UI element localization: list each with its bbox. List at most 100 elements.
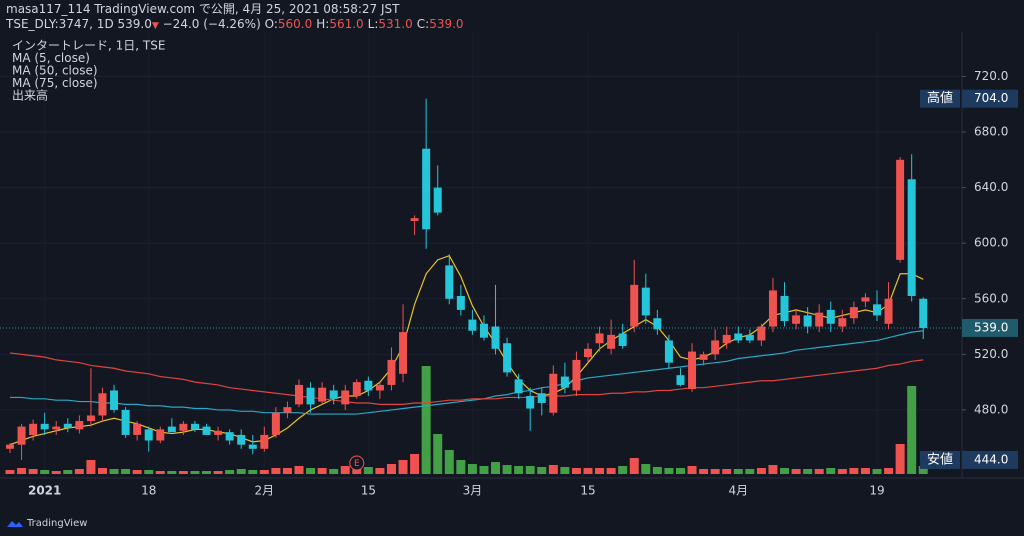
legend-entry: MA (75, close) xyxy=(12,76,98,90)
volume-bar xyxy=(548,465,558,474)
ohlc-value: 561.0 xyxy=(329,17,364,31)
volume-bar xyxy=(814,469,824,474)
candle-body xyxy=(537,393,546,403)
candle-body xyxy=(399,332,408,374)
volume-bar xyxy=(17,468,27,474)
volume-bar xyxy=(190,471,200,474)
brand: TradingView xyxy=(27,518,88,529)
symbol: TSE_DLY:3747, 1D xyxy=(6,17,114,31)
ohlc-value: 531.0 xyxy=(378,17,413,31)
volume-bar xyxy=(398,460,408,474)
candle-body xyxy=(584,348,592,358)
low-marker-value-bg xyxy=(962,450,1018,469)
ma-line xyxy=(9,254,924,446)
volume-bar xyxy=(768,465,778,474)
candle-body xyxy=(861,297,870,302)
candle-body xyxy=(722,334,731,344)
volume-bar xyxy=(225,470,235,474)
volume-bar xyxy=(560,467,570,474)
volume-bar xyxy=(202,471,212,474)
candle-body xyxy=(225,432,234,441)
candle-body xyxy=(664,340,673,363)
candle-body xyxy=(572,359,581,391)
volume-bar xyxy=(178,471,188,474)
candle-body xyxy=(75,421,84,430)
volume-bar xyxy=(884,468,894,474)
candle-body xyxy=(792,315,801,324)
volume-bar xyxy=(629,458,639,474)
arrow: ▼ xyxy=(151,21,159,31)
volume-bar xyxy=(421,366,431,474)
candle-body xyxy=(745,334,754,341)
candle-body xyxy=(63,423,72,428)
ma-line xyxy=(9,352,924,405)
candle-body xyxy=(179,423,188,431)
candle-body xyxy=(156,429,165,441)
volume-bar xyxy=(433,434,443,474)
volume-bar xyxy=(514,466,524,474)
x-tick-label: 3月 xyxy=(463,484,483,498)
legend-entry: MA (50, close) xyxy=(12,64,98,78)
volume-bar xyxy=(352,468,362,474)
low-marker-value: 444.0 xyxy=(974,452,1008,466)
candle-body xyxy=(711,340,720,355)
ohlc: O:560.0 H:561.0 L:531.0 C:539.0 xyxy=(265,17,468,31)
low-marker-label-bg xyxy=(920,450,960,469)
volume-bar xyxy=(722,469,732,474)
candle-body xyxy=(387,359,396,385)
volume-bar xyxy=(849,468,859,474)
candle-body xyxy=(873,304,881,316)
high-marker-value: 704.0 xyxy=(974,91,1008,105)
volume-bar xyxy=(329,469,339,474)
candle-body xyxy=(306,387,315,405)
candle-body xyxy=(468,319,477,331)
volume-bar xyxy=(537,467,547,474)
candle-body xyxy=(248,444,257,449)
candle-body xyxy=(433,187,442,213)
volume-bar xyxy=(699,469,709,474)
volume-bar xyxy=(410,454,420,474)
volume-bar xyxy=(456,460,466,474)
volume-bar xyxy=(595,468,605,474)
volume-bar xyxy=(74,469,84,474)
candle-body xyxy=(17,426,26,445)
volume-bar xyxy=(86,460,96,474)
candle-body xyxy=(849,307,858,319)
volume-bar xyxy=(745,469,755,474)
volume-bar xyxy=(918,466,928,474)
volume-bar xyxy=(756,468,766,474)
last: 539.0 xyxy=(117,17,152,31)
volume-bar xyxy=(5,470,15,474)
candle-body xyxy=(607,334,616,349)
volume-bar xyxy=(652,467,662,474)
candle-body xyxy=(479,323,488,338)
footer: TradingView xyxy=(6,518,87,529)
logo xyxy=(7,520,23,527)
candle-body xyxy=(734,333,743,341)
volume-bar xyxy=(282,468,292,474)
header: masa117_114 TradingView.com で公開, 4月 25, … xyxy=(6,2,468,34)
candle-body xyxy=(214,430,223,435)
volume-bar xyxy=(155,471,165,474)
candle-body xyxy=(688,351,697,390)
candle-body xyxy=(40,423,49,430)
legend-entry: 出来高 xyxy=(12,88,48,103)
candle-body xyxy=(6,444,14,449)
last-price-value-bg xyxy=(962,318,1018,337)
volume-bar xyxy=(51,471,61,474)
y-tick-label: 520.0 xyxy=(974,347,1008,361)
ohlc-key: L: xyxy=(367,17,379,31)
volume-bar xyxy=(502,465,512,474)
candle-body xyxy=(133,423,142,435)
candle-body xyxy=(630,284,639,327)
ohlc-key: O: xyxy=(264,17,278,31)
candle-body xyxy=(318,387,327,402)
volume-bar xyxy=(40,470,50,474)
volume-bar xyxy=(271,468,281,474)
candle-body xyxy=(352,382,361,397)
y-tick-label: 640.0 xyxy=(974,180,1008,194)
volume-bar xyxy=(363,467,373,474)
volume-bar xyxy=(132,470,142,474)
volume-bar xyxy=(375,468,385,474)
